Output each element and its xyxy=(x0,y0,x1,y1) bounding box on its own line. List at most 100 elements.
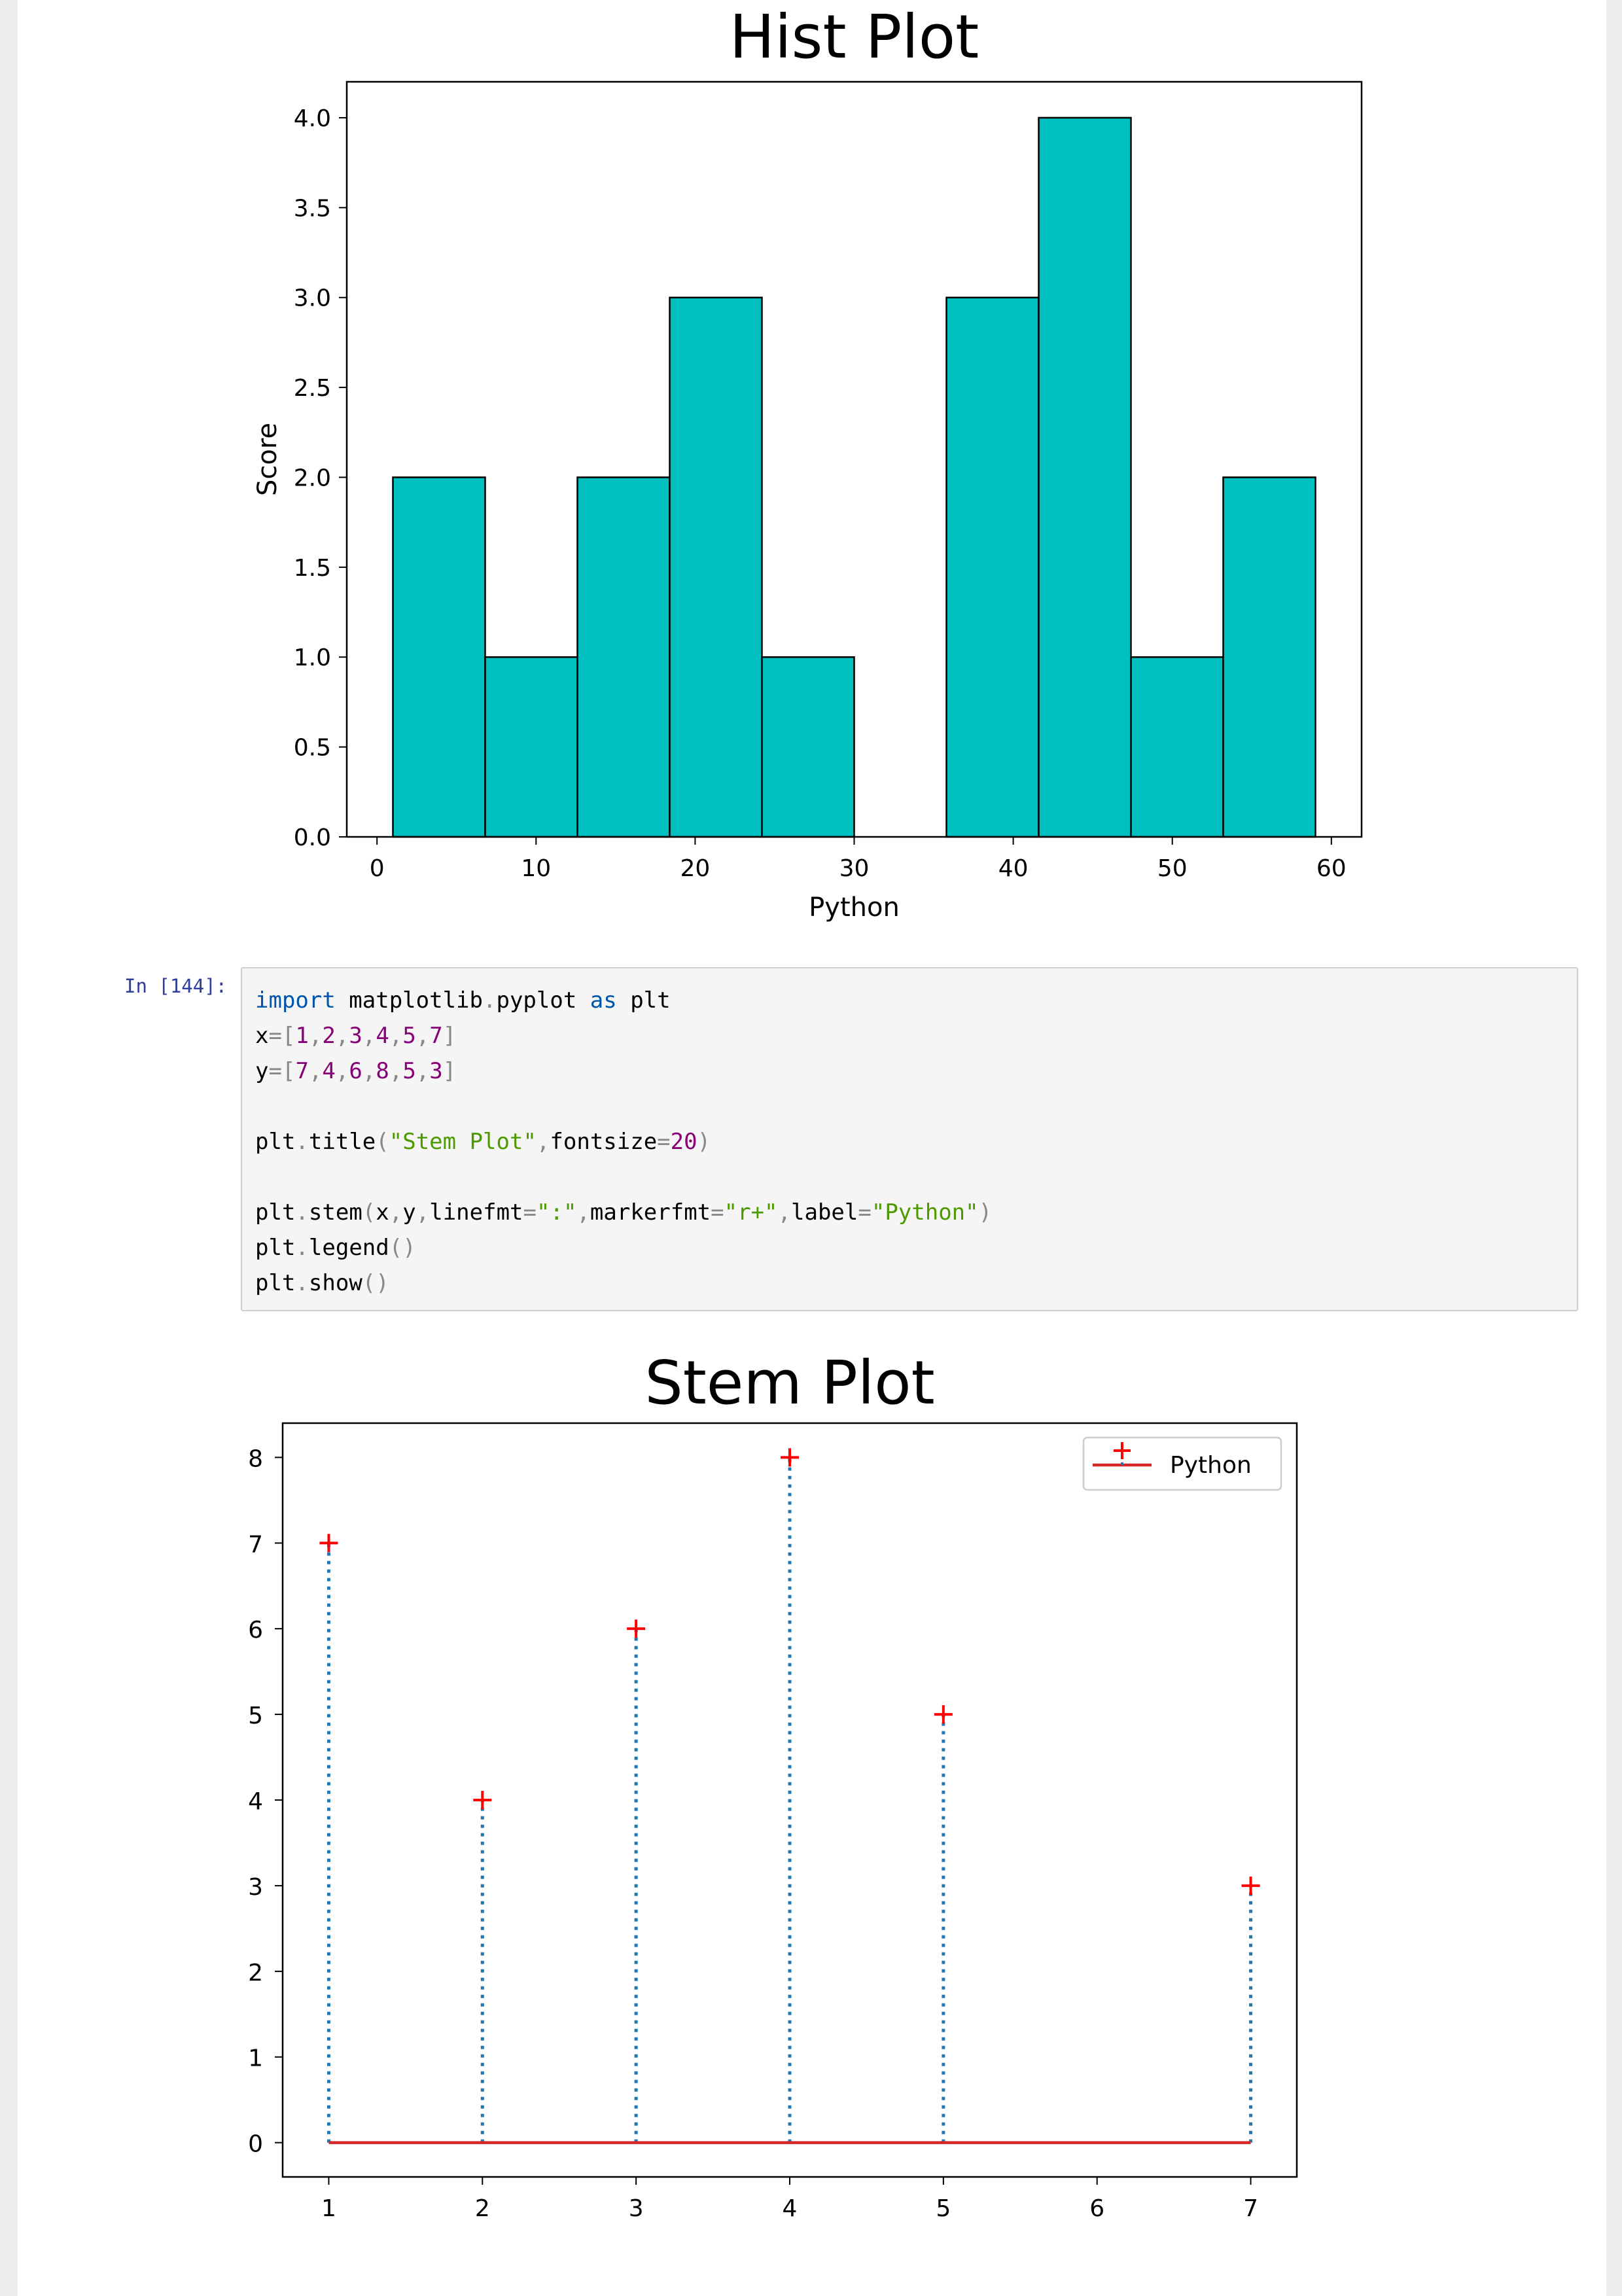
code-token: markerfmt xyxy=(590,1199,711,1226)
code-token: [ xyxy=(281,1023,296,1049)
hist-y-tick-label: 3.5 xyxy=(294,195,331,222)
notebook: Hist Plot 0.0 0.5 1.0 1.5 2.0 2.5 3.0 3.5 4.0 0 10 2… xyxy=(18,0,1606,2296)
code-token: 6 xyxy=(349,1058,362,1084)
code-line: x=[1,2,3,4,5,7] xyxy=(255,1018,992,1053)
code-line: y=[7,4,6,8,5,3] xyxy=(255,1053,992,1089)
code-token: "Python" xyxy=(871,1199,979,1226)
stem-plot-output: Stem Plot 0 1 2 3 4 5 6 7 8 1 2 3 4 5 6 7 Python xyxy=(18,1322,1606,2296)
code-token: ] xyxy=(442,1023,457,1049)
code-token: as xyxy=(590,987,617,1014)
code-token: stem xyxy=(308,1199,362,1226)
code-token: , xyxy=(389,1199,403,1226)
code-token: = xyxy=(268,1058,282,1084)
code-token: , xyxy=(777,1199,791,1226)
code-token: pyplot xyxy=(496,987,590,1014)
code-token: , xyxy=(415,1023,430,1049)
code-token: , xyxy=(576,1199,590,1226)
hist-bar xyxy=(945,296,1040,838)
code-token: plt xyxy=(255,1199,296,1226)
hist-x-tick-label: 20 xyxy=(680,855,710,882)
hist-bar xyxy=(1038,116,1132,838)
hist-x-tick-label: 60 xyxy=(1316,855,1347,882)
stem-title: Stem Plot xyxy=(644,1348,934,1418)
code-line: plt.stem(x,y,linefmt=":",markerfmt="r+",… xyxy=(255,1195,992,1230)
hist-bar xyxy=(484,656,578,838)
code-token: ( xyxy=(362,1199,376,1226)
hist-bar xyxy=(1222,476,1316,838)
stem-y-tick-label: 1 xyxy=(248,2045,263,2072)
code-token: , xyxy=(308,1023,323,1049)
code-token: fontsize xyxy=(550,1129,658,1155)
hist-title: Hist Plot xyxy=(730,2,979,72)
code-token: , xyxy=(308,1058,323,1084)
stem-chart: Stem Plot 0 1 2 3 4 5 6 7 8 1 2 3 4 5 6 7 Python xyxy=(248,1348,1298,2222)
code-token: . xyxy=(295,1270,309,1296)
stem-x-tick-label: 7 xyxy=(1243,2195,1258,2222)
code-token: , xyxy=(415,1199,430,1226)
stem-legend: Python xyxy=(1082,1436,1282,1491)
code-token: 4 xyxy=(322,1058,336,1084)
code-token: , xyxy=(335,1023,349,1049)
legend-frame xyxy=(1082,1436,1282,1491)
stem-y-tick-label: 2 xyxy=(248,1960,263,1987)
hist-x-tick-label: 0 xyxy=(370,855,385,882)
code-token: 5 xyxy=(402,1058,416,1084)
code-token: "r+" xyxy=(724,1199,778,1226)
code-token: label xyxy=(791,1199,858,1226)
code-token: 2 xyxy=(322,1023,336,1049)
stem-x-tick-label: 2 xyxy=(475,2195,490,2222)
code-token: , xyxy=(335,1058,349,1084)
code-token: linefmt xyxy=(429,1199,523,1226)
code-token: 4 xyxy=(376,1023,389,1049)
hist-y-tick-label: 2.5 xyxy=(294,375,331,402)
code-token: = xyxy=(858,1199,872,1226)
code-token: x xyxy=(376,1199,389,1226)
stem-y-tick-label: 7 xyxy=(248,1531,263,1558)
code-token: . xyxy=(483,987,497,1014)
code-token: 7 xyxy=(429,1023,443,1049)
stem-marker xyxy=(319,1534,338,1553)
code-token: , xyxy=(362,1023,376,1049)
hist-bar xyxy=(392,476,486,838)
code-token: , xyxy=(362,1058,376,1084)
code-token: , xyxy=(389,1058,403,1084)
code-token: y xyxy=(255,1058,269,1084)
hist-bar xyxy=(761,656,855,838)
stem-marker xyxy=(934,1705,953,1724)
hist-chart: Hist Plot 0.0 0.5 1.0 1.5 2.0 2.5 3.0 3.5 4.0 0 10 2… xyxy=(253,2,1363,923)
code-token: . xyxy=(295,1199,309,1226)
code-token: ":" xyxy=(537,1199,577,1226)
hist-plot-output: Hist Plot 0.0 0.5 1.0 1.5 2.0 2.5 3.0 3.5 4.0 0 10 2… xyxy=(18,0,1606,949)
hist-bar xyxy=(1130,656,1224,838)
hist-x-label: Python xyxy=(809,892,900,923)
hist-x-tick-label: 10 xyxy=(521,855,551,882)
code-token: ( xyxy=(376,1129,389,1155)
code-token: , xyxy=(415,1058,430,1084)
code-line xyxy=(255,1089,992,1124)
hist-y-tick-label: 1.5 xyxy=(294,555,331,582)
code-token: 3 xyxy=(349,1023,362,1049)
code-token: x xyxy=(255,1023,269,1049)
hist-x-tick-label: 30 xyxy=(839,855,870,882)
code-token: [ xyxy=(281,1058,296,1084)
stem-marker xyxy=(781,1448,799,1467)
code-line: import matplotlib.pyplot as plt xyxy=(255,983,992,1018)
code-cell-editor[interactable]: import matplotlib.pyplot as plt x=[1,2,3,… xyxy=(241,967,1578,1311)
code-token: title xyxy=(308,1129,376,1155)
hist-x-tick-label: 50 xyxy=(1157,855,1188,882)
code-token: = xyxy=(657,1129,671,1155)
code-token: plt xyxy=(255,1270,296,1296)
stem-x-tick-label: 4 xyxy=(783,2195,798,2222)
stem-y-tick-label: 3 xyxy=(248,1874,263,1901)
code-text[interactable]: import matplotlib.pyplot as plt x=[1,2,3,… xyxy=(255,983,992,1301)
stem-y-tick-label: 6 xyxy=(248,1617,263,1644)
code-token: , xyxy=(536,1129,550,1155)
legend-label: Python xyxy=(1170,1452,1252,1479)
stem-x-tick-label: 1 xyxy=(321,2195,336,2222)
code-token: 8 xyxy=(376,1058,389,1084)
code-token: () xyxy=(389,1235,416,1261)
code-line: plt.title("Stem Plot",fontsize=20) xyxy=(255,1124,992,1159)
code-token: . xyxy=(295,1129,309,1155)
hist-x-tick-label: 40 xyxy=(998,855,1029,882)
code-line: plt.show() xyxy=(255,1265,992,1301)
